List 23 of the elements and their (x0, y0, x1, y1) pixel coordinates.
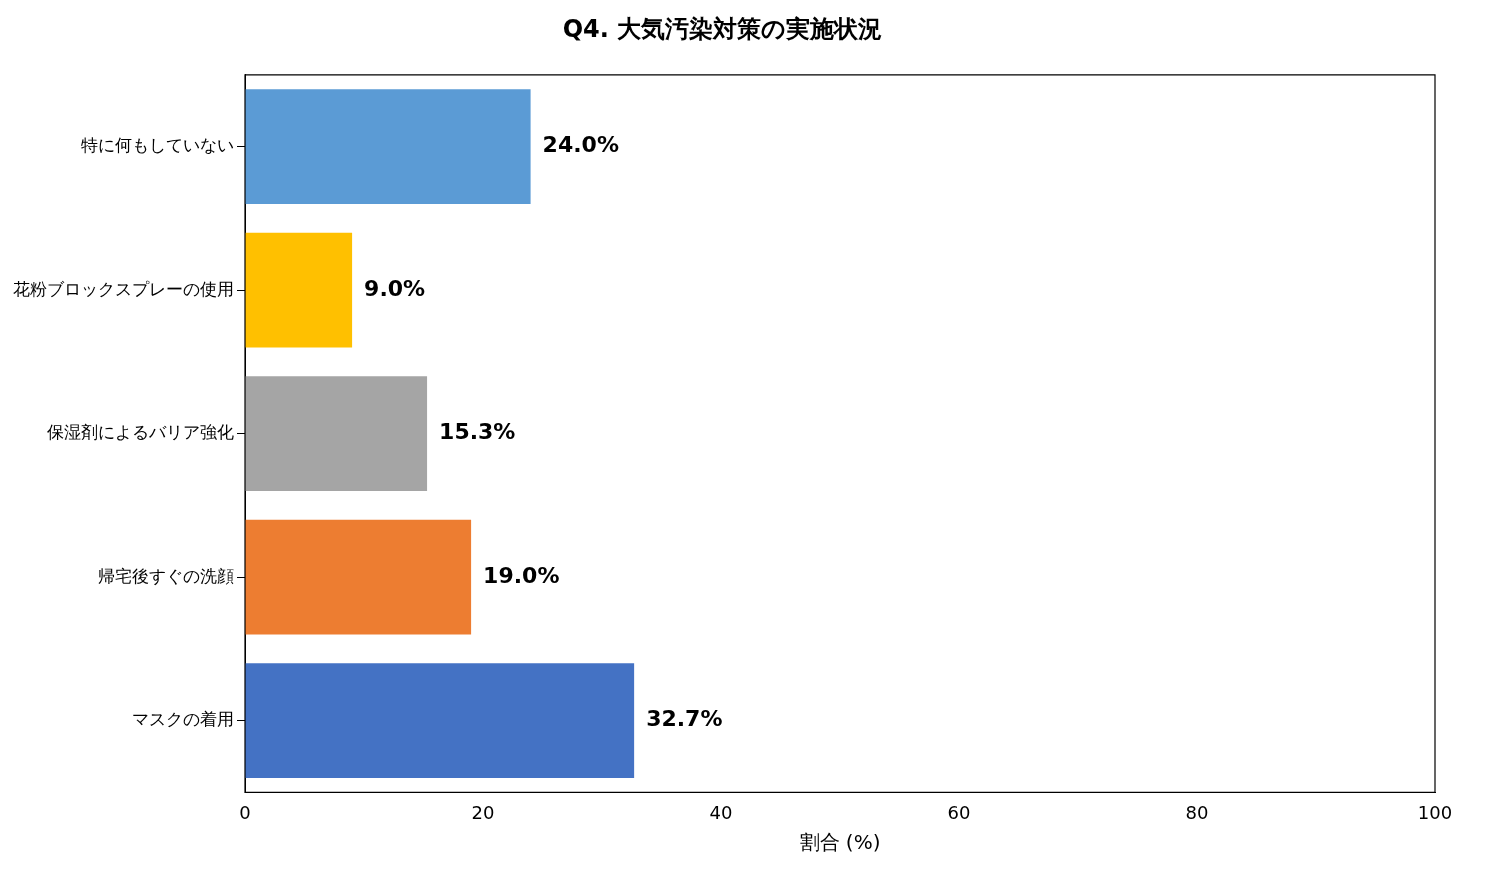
x-tick-label: 60 (947, 801, 971, 823)
y-tick-label: 特に何もしていない (81, 134, 234, 155)
chart-title: Q4. 大気汚染対策の実施状況 (562, 14, 883, 43)
bar (245, 376, 428, 492)
x-tick-label: 40 (709, 801, 733, 823)
y-tick-label: マスクの着用 (132, 709, 234, 730)
data-label: 19.0% (483, 562, 560, 588)
bar (245, 232, 353, 348)
y-tick-label: 帰宅後すぐの洗顔 (98, 565, 234, 586)
x-tick-label: 0 (239, 801, 251, 823)
y-tick-label: 保湿剤によるバリア強化 (47, 422, 234, 443)
data-label: 24.0% (542, 132, 619, 158)
data-label: 32.7% (646, 706, 723, 732)
x-tick-label: 80 (1185, 801, 1209, 823)
data-label: 9.0% (364, 275, 426, 301)
bar (245, 519, 472, 635)
x-tick-label: 100 (1417, 801, 1453, 823)
bar (245, 89, 531, 204)
y-tick-label: 花粉ブロックスプレーの使用 (13, 278, 234, 299)
x-tick-label: 20 (471, 801, 495, 823)
x-axis-title: 割合 (%) (799, 830, 881, 855)
bar (245, 663, 635, 779)
data-label: 15.3% (439, 419, 516, 445)
